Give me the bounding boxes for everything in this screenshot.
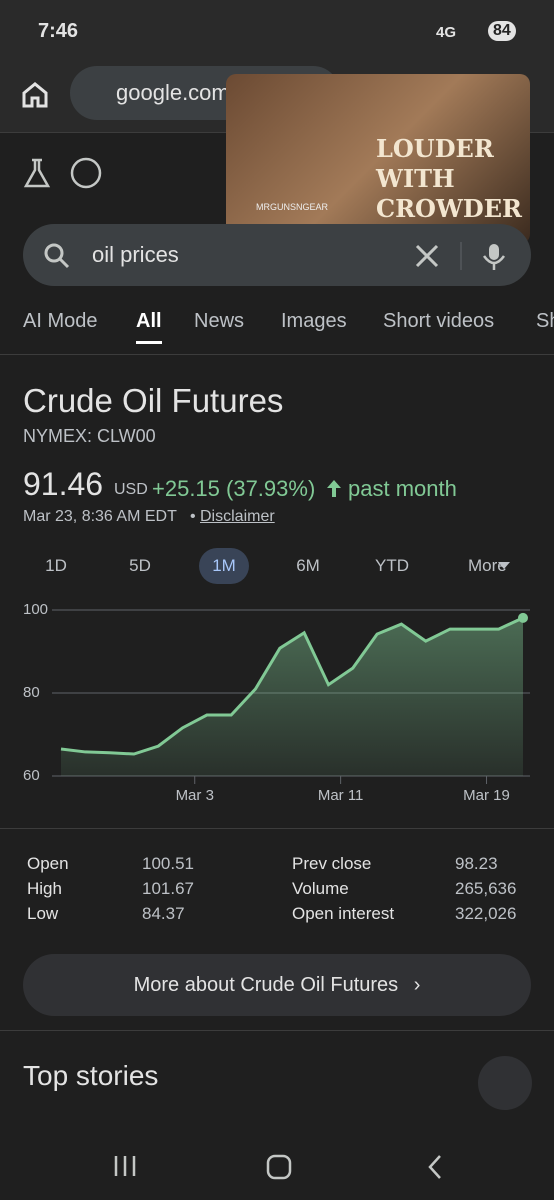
search-box[interactable]: oil prices: [23, 224, 531, 286]
timestamp: Mar 23, 8:36 AM EDT: [23, 508, 177, 525]
stat-label: Open: [27, 854, 69, 873]
stat-label: Volume: [292, 879, 349, 898]
price-chart: 60 80 100 Mar 3 Mar 11 Mar 19: [23, 601, 530, 804]
search-actions[interactable]: [413, 242, 533, 270]
stat-label: Low: [27, 904, 59, 923]
tab[interactable]: News: [194, 310, 245, 332]
stat-value: 100.51: [142, 854, 194, 873]
range-button[interactable]: 5D: [129, 556, 151, 575]
labs-icons[interactable]: [22, 156, 106, 192]
more-label: More about Crude Oil Futures: [133, 974, 399, 996]
y-tick-label: 80: [23, 684, 40, 701]
video-title: LOUDER WITH CROWDER: [376, 134, 522, 223]
stories-icon[interactable]: [478, 1056, 532, 1110]
network: 4G: [436, 24, 457, 41]
range-button[interactable]: YTD: [375, 556, 409, 575]
range-button[interactable]: More: [468, 556, 507, 575]
nav-buttons[interactable]: [0, 1134, 554, 1200]
pip-video[interactable]: LOUDER WITH CROWDER MRGUNSNGEAR: [226, 74, 530, 244]
stat-value: 84.37: [142, 904, 185, 923]
range-selector: 1D 5D 1M 6M YTD More: [0, 548, 554, 586]
watermark: MRGUNSNGEAR: [256, 202, 329, 212]
tab[interactable]: All: [136, 310, 162, 344]
up-arrow: [327, 480, 341, 497]
stat-value: 101.67: [142, 879, 194, 898]
status-bar: 7:46 4G 84: [0, 0, 554, 64]
stat-label: High: [27, 879, 62, 898]
price: 91.46: [23, 466, 104, 502]
currency: USD: [114, 481, 148, 498]
area: [61, 617, 523, 776]
nav-bar: [0, 1134, 554, 1200]
battery: 84: [488, 21, 516, 41]
dropdown-arrow: [498, 562, 510, 575]
symbol: NYMEX: CLW00: [23, 426, 156, 446]
quote-title: Crude Oil Futures: [23, 382, 284, 419]
x-tick-label: Mar 3: [176, 787, 214, 804]
stat-value: 322,026: [455, 904, 517, 923]
stat-value: 265,636: [455, 879, 517, 898]
x-tick-label: Mar 19: [463, 787, 510, 804]
range-button[interactable]: 1M: [199, 548, 249, 584]
period: past month: [348, 476, 457, 501]
search-icon: [44, 243, 70, 269]
y-tick-label: 60: [23, 767, 40, 784]
stats-table: Open 100.51 Prev close 98.23 High 101.67 Volum…: [0, 854, 554, 934]
time: 7:46: [38, 20, 79, 42]
range-button[interactable]: 1D: [45, 556, 67, 575]
home-button[interactable]: [20, 80, 50, 110]
line: [60, 616, 524, 756]
tab[interactable]: Short videos: [383, 310, 495, 332]
range-button[interactable]: 6M: [296, 556, 320, 575]
tab[interactable]: Images: [281, 310, 347, 332]
stat-label: Open interest: [292, 904, 395, 923]
change: +25.15 (37.93%): [152, 476, 316, 501]
y-tick-label: 100: [23, 601, 48, 618]
tab[interactable]: AI Mode: [23, 310, 98, 332]
url: google.com: [116, 80, 230, 105]
disclaimer[interactable]: Disclaimer: [200, 508, 275, 525]
query: oil prices: [92, 242, 179, 267]
tab[interactable]: Sh: [536, 310, 554, 332]
stat-label: Prev close: [292, 854, 372, 873]
top-stories: Top stories: [23, 1060, 159, 1091]
more-button[interactable]: More about Crude Oil Futures ›: [23, 954, 531, 1016]
x-tick-label: Mar 11: [318, 787, 364, 804]
last-point: [518, 612, 528, 623]
tabs: AI Mode All News Images Short videos Sh: [0, 306, 554, 355]
stat-value: 98.23: [455, 854, 498, 873]
